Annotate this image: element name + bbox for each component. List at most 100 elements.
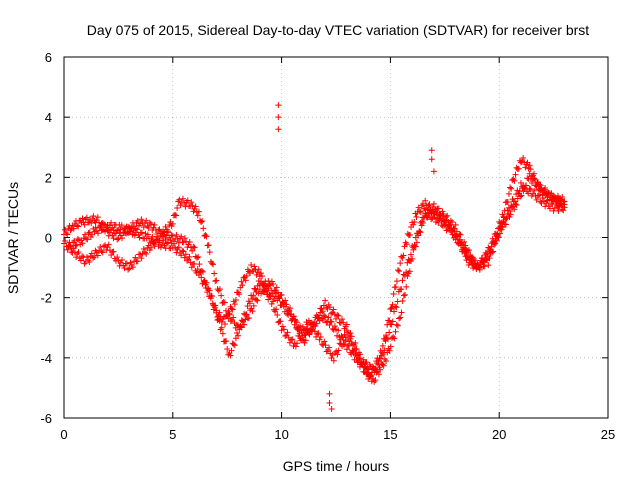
data-point	[119, 257, 126, 264]
data-point	[284, 329, 291, 336]
data-point	[255, 266, 262, 273]
data-point	[64, 231, 71, 238]
data-point	[138, 255, 145, 262]
data-point	[359, 361, 366, 368]
data-point	[151, 241, 158, 248]
data-point	[335, 312, 342, 319]
data-point	[512, 171, 519, 178]
data-point	[325, 314, 332, 321]
data-point	[228, 305, 235, 312]
outlier-point	[428, 147, 435, 154]
data-point	[132, 254, 139, 261]
data-point	[206, 287, 213, 294]
data-point	[198, 218, 205, 225]
data-point	[239, 282, 246, 289]
data-point	[199, 218, 206, 225]
data-point	[379, 342, 386, 349]
data-point	[399, 298, 406, 305]
data-point	[526, 162, 533, 169]
data-point	[387, 343, 394, 350]
data-point	[192, 203, 199, 210]
data-point	[185, 241, 192, 248]
data-point	[372, 377, 379, 384]
data-point	[179, 247, 186, 254]
data-point	[502, 221, 509, 228]
data-point	[526, 170, 533, 177]
data-point	[347, 335, 354, 342]
data-point	[435, 205, 442, 212]
data-point	[353, 352, 360, 359]
data-point	[284, 308, 291, 315]
data-point	[74, 222, 81, 229]
data-point	[237, 323, 244, 330]
data-point	[179, 195, 186, 202]
data-point	[403, 241, 410, 248]
data-point	[68, 245, 75, 252]
data-point	[485, 253, 492, 260]
data-point	[472, 257, 479, 264]
data-point	[182, 251, 189, 258]
data-point	[233, 330, 240, 337]
data-point	[253, 288, 260, 295]
data-point	[195, 208, 202, 215]
data-point	[231, 342, 238, 349]
data-point	[437, 215, 444, 222]
data-point	[99, 227, 106, 234]
data-point	[399, 277, 406, 284]
data-point	[253, 271, 260, 278]
data-point	[315, 330, 322, 337]
data-point	[90, 254, 97, 261]
data-point	[425, 202, 432, 209]
data-point	[375, 371, 382, 378]
data-point	[254, 297, 261, 304]
data-point	[97, 244, 104, 251]
data-point	[90, 212, 97, 219]
data-point	[249, 308, 256, 315]
data-point	[481, 263, 488, 270]
data-point	[383, 335, 390, 342]
data-point	[352, 346, 359, 353]
data-point	[451, 231, 458, 238]
data-point	[491, 241, 498, 248]
data-point	[330, 306, 337, 313]
data-point	[410, 221, 417, 228]
data-point	[508, 185, 515, 192]
data-point	[118, 222, 125, 229]
data-point	[162, 223, 169, 230]
data-point	[447, 217, 454, 224]
data-point	[213, 309, 220, 316]
y-tick-label: -2	[40, 291, 52, 306]
data-point	[498, 223, 505, 230]
data-point	[468, 254, 475, 261]
data-point	[216, 317, 223, 324]
data-point	[517, 193, 524, 200]
data-point	[126, 265, 133, 272]
data-point	[294, 340, 301, 347]
data-point	[416, 208, 423, 215]
data-point	[71, 237, 78, 244]
data-point	[463, 246, 470, 253]
data-point	[380, 351, 387, 358]
data-point	[81, 231, 88, 238]
data-point	[74, 236, 81, 243]
data-point	[560, 207, 567, 214]
data-point	[198, 274, 205, 281]
data-point	[181, 235, 188, 242]
data-point	[125, 230, 132, 237]
data-point	[153, 236, 160, 243]
data-point	[488, 249, 495, 256]
data-point	[95, 230, 102, 237]
data-point	[436, 211, 443, 218]
data-point	[165, 239, 172, 246]
data-point	[243, 272, 250, 279]
outlier-point	[275, 126, 282, 133]
data-point	[453, 232, 460, 239]
data-point	[276, 294, 283, 301]
data-point	[418, 222, 425, 229]
data-point	[149, 233, 156, 240]
data-point	[114, 236, 121, 243]
data-point	[415, 204, 422, 211]
data-point	[316, 312, 323, 319]
data-point	[302, 326, 309, 333]
data-point	[323, 319, 330, 326]
